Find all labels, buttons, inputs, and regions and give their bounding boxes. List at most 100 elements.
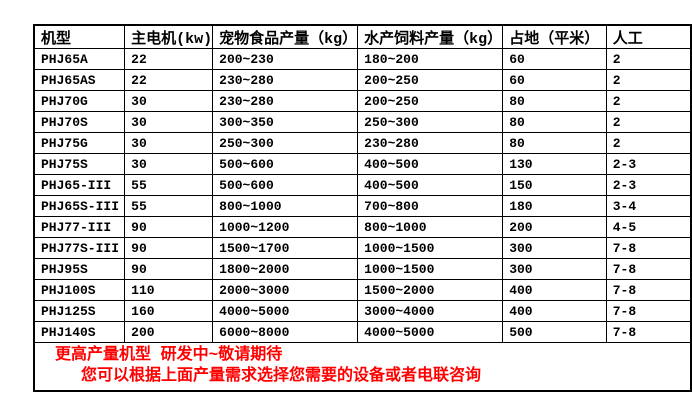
table-cell: 500 (502, 321, 607, 343)
table-cell: 400~500 (357, 174, 504, 196)
table-cell: 2-3 (605, 174, 692, 196)
footer-note-cell: 更高产量机型 研发中~敬请期待 您可以根据上面产量需求选择您需要的设备或者电联咨… (33, 342, 692, 392)
table-cell: PHJ65-III (33, 174, 126, 196)
product-spec-table: 机型 主电机(kw) 宠物食品产量（kg） 水产饲料产量（kg） 占地（平米） … (33, 24, 692, 392)
table-cell: 300 (502, 258, 607, 280)
table-cell: 300 (502, 237, 607, 259)
table-cell: 200~250 (357, 69, 504, 91)
header-row: 机型 主电机(kw) 宠物食品产量（kg） 水产饲料产量（kg） 占地（平米） … (33, 24, 692, 49)
footer-note-line1: 更高产量机型 研发中~敬请期待 (55, 346, 283, 364)
table-cell: 1000~1200 (212, 216, 359, 238)
column-header-main-motor: 主电机(kw) (124, 24, 214, 49)
table-cell: 80 (502, 132, 607, 154)
table-cell: 80 (502, 111, 607, 133)
footer-row: 更高产量机型 研发中~敬请期待 您可以根据上面产量需求选择您需要的设备或者电联咨… (33, 342, 692, 392)
table-row: PHJ140S 200 6000~8000 4000~5000 500 7-8 (33, 321, 692, 343)
table-cell: 1000~1500 (357, 258, 504, 280)
table-cell: 6000~8000 (212, 321, 359, 343)
table-row: PHJ75S 30 500~600 400~500 130 2-3 (33, 153, 692, 175)
table-cell: 22 (124, 69, 214, 91)
table-cell: 200 (502, 216, 607, 238)
table-cell: 1500~1700 (212, 237, 359, 259)
table-cell: 200~250 (357, 90, 504, 112)
table-cell: 2 (605, 132, 692, 154)
table-cell: PHJ65AS (33, 69, 126, 91)
column-header-labor: 人工 (605, 24, 692, 49)
table-cell: 180~200 (357, 48, 504, 70)
table-cell: 180 (502, 195, 607, 217)
table-cell: 2 (605, 69, 692, 91)
table-cell: 500~600 (212, 153, 359, 175)
table-cell: 2 (605, 48, 692, 70)
table-cell: PHJ95S (33, 258, 126, 280)
table-cell: 4000~5000 (212, 300, 359, 322)
column-header-model: 机型 (33, 24, 126, 49)
table-cell: 160 (124, 300, 214, 322)
table-cell: 80 (502, 90, 607, 112)
table-cell: 1800~2000 (212, 258, 359, 280)
table-cell: 400 (502, 300, 607, 322)
table-cell: 230~280 (212, 90, 359, 112)
table-cell: 7-8 (605, 300, 692, 322)
table-cell: PHJ65S-III (33, 195, 126, 217)
table-row: PHJ65A 22 200~230 180~200 60 2 (33, 48, 692, 70)
table-body: PHJ65A 22 200~230 180~200 60 2 PHJ65AS 22 230~28… (33, 48, 692, 343)
table-cell: 30 (124, 90, 214, 112)
table-cell: PHJ140S (33, 321, 126, 343)
table-cell: 200~230 (212, 48, 359, 70)
table-cell: 30 (124, 153, 214, 175)
table-cell: 500~600 (212, 174, 359, 196)
table-cell: 1000~1500 (357, 237, 504, 259)
column-header-floor-area: 占地（平米） (502, 24, 607, 49)
table-cell: 130 (502, 153, 607, 175)
table-cell: 230~280 (357, 132, 504, 154)
table-row: PHJ70S 30 300~350 250~300 80 2 (33, 111, 692, 133)
table-cell: 250~300 (357, 111, 504, 133)
table-cell: 55 (124, 195, 214, 217)
table-row: PHJ77S-III 90 1500~1700 1000~1500 300 7-8 (33, 237, 692, 259)
table-cell: 800~1000 (357, 216, 504, 238)
table-cell: 150 (502, 174, 607, 196)
table-cell: 60 (502, 48, 607, 70)
footer-note-line2: 您可以根据上面产量需求选择您需要的设备或者电联咨询 (81, 367, 482, 385)
table-cell: 90 (124, 258, 214, 280)
table-cell: 800~1000 (212, 195, 359, 217)
column-header-aquatic-feed-output: 水产饲料产量（kg） (357, 24, 504, 49)
table-cell: PHJ70G (33, 90, 126, 112)
table-cell: 200 (124, 321, 214, 343)
table-row: PHJ75G 30 250~300 230~280 80 2 (33, 132, 692, 154)
table-cell: 7-8 (605, 258, 692, 280)
table-cell: 1500~2000 (357, 279, 504, 301)
table-cell: 22 (124, 48, 214, 70)
table-cell: 3-4 (605, 195, 692, 217)
table-cell: PHJ75S (33, 153, 126, 175)
table-cell: PHJ65A (33, 48, 126, 70)
table-cell: 2-3 (605, 153, 692, 175)
table-cell: PHJ125S (33, 300, 126, 322)
table-cell: 2 (605, 111, 692, 133)
table-cell: 30 (124, 111, 214, 133)
table-cell: PHJ77-III (33, 216, 126, 238)
table-row: PHJ125S 160 4000~5000 3000~4000 400 7-8 (33, 300, 692, 322)
table-cell: 110 (124, 279, 214, 301)
table-cell: PHJ70S (33, 111, 126, 133)
table-cell: 4000~5000 (357, 321, 504, 343)
table-cell: 60 (502, 69, 607, 91)
table-cell: 7-8 (605, 237, 692, 259)
table-cell: 400~500 (357, 153, 504, 175)
table-cell: 2000~3000 (212, 279, 359, 301)
table-cell: 55 (124, 174, 214, 196)
table-cell: 7-8 (605, 279, 692, 301)
column-header-pet-food-output: 宠物食品产量（kg） (212, 24, 359, 49)
table-cell: 3000~4000 (357, 300, 504, 322)
table-cell: 400 (502, 279, 607, 301)
table-cell: 30 (124, 132, 214, 154)
table-row: PHJ70G 30 230~280 200~250 80 2 (33, 90, 692, 112)
table-row: PHJ65-III 55 500~600 400~500 150 2-3 (33, 174, 692, 196)
table-cell: PHJ75G (33, 132, 126, 154)
table-row: PHJ65AS 22 230~280 200~250 60 2 (33, 69, 692, 91)
table-row: PHJ95S 90 1800~2000 1000~1500 300 7-8 (33, 258, 692, 280)
table-cell: PHJ100S (33, 279, 126, 301)
table-cell: 4-5 (605, 216, 692, 238)
